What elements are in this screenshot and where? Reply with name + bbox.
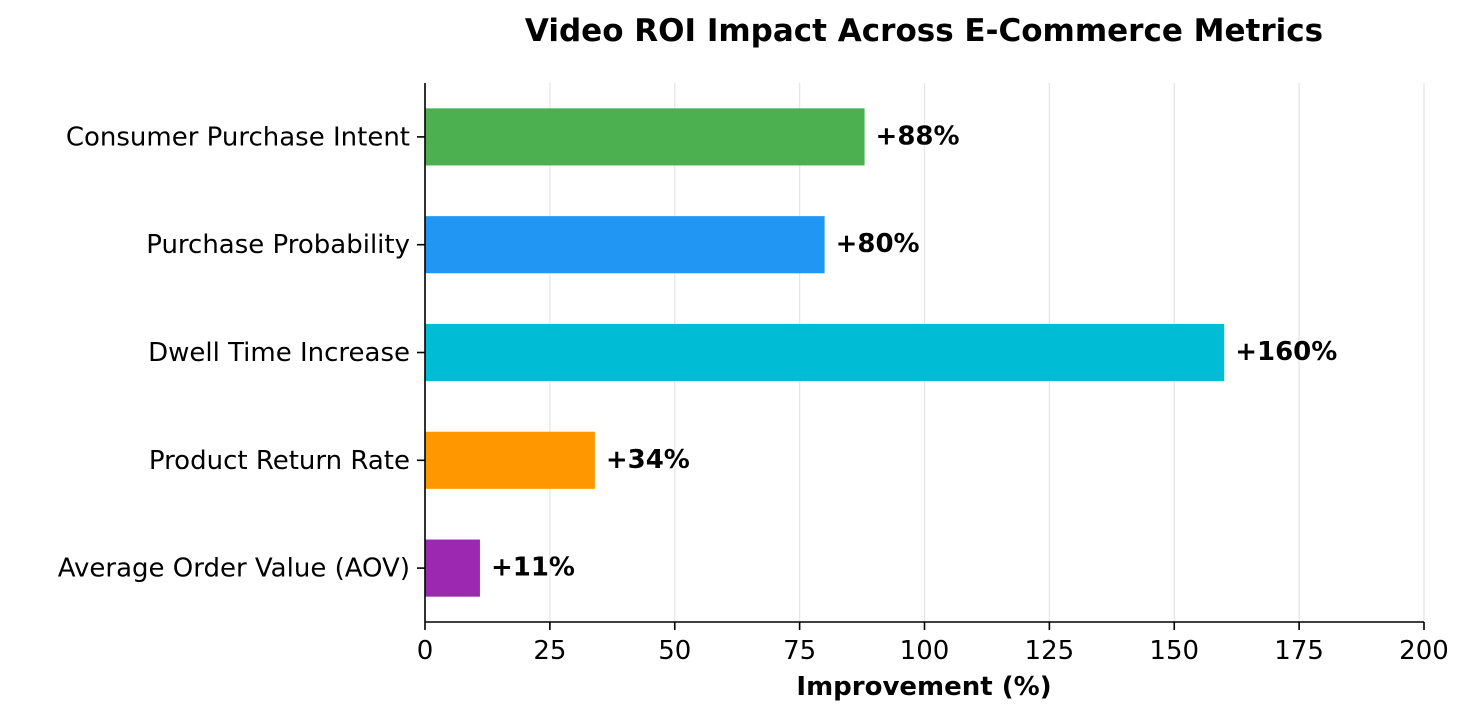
value-label: +160%	[1235, 337, 1337, 367]
x-tick-label: 25	[533, 636, 566, 666]
category-label: Purchase Probability	[146, 230, 410, 260]
x-tick-label: 50	[658, 636, 691, 666]
bar	[425, 216, 825, 274]
x-tick-label: 200	[1399, 636, 1449, 666]
x-tick-label: 150	[1149, 636, 1199, 666]
x-tick-label: 100	[900, 636, 950, 666]
category-label: Consumer Purchase Intent	[66, 122, 410, 152]
category-label: Product Return Rate	[149, 446, 410, 476]
bar	[425, 323, 1225, 382]
value-label: +80%	[836, 229, 920, 259]
x-tick-label: 175	[1274, 636, 1324, 666]
x-tick-label: 0	[417, 636, 434, 666]
value-label: +11%	[491, 553, 575, 583]
x-axis-label: Improvement (%)	[796, 672, 1051, 702]
bar	[425, 539, 480, 597]
x-tick-label: 75	[783, 636, 816, 666]
category-label: Dwell Time Increase	[148, 338, 410, 368]
category-label: Average Order Value (AOV)	[58, 554, 410, 584]
bar	[425, 108, 865, 166]
bar	[425, 431, 595, 489]
value-label: +88%	[876, 121, 960, 151]
x-tick-label: 125	[1025, 636, 1075, 666]
chart-title: Video ROI Impact Across E-Commerce Metri…	[525, 13, 1323, 49]
axes: Consumer Purchase Intent Purchase Probabi…	[58, 83, 1449, 666]
value-label: +34%	[606, 445, 690, 475]
bars: +88% +80% +160% +34% +11%	[425, 108, 1337, 597]
